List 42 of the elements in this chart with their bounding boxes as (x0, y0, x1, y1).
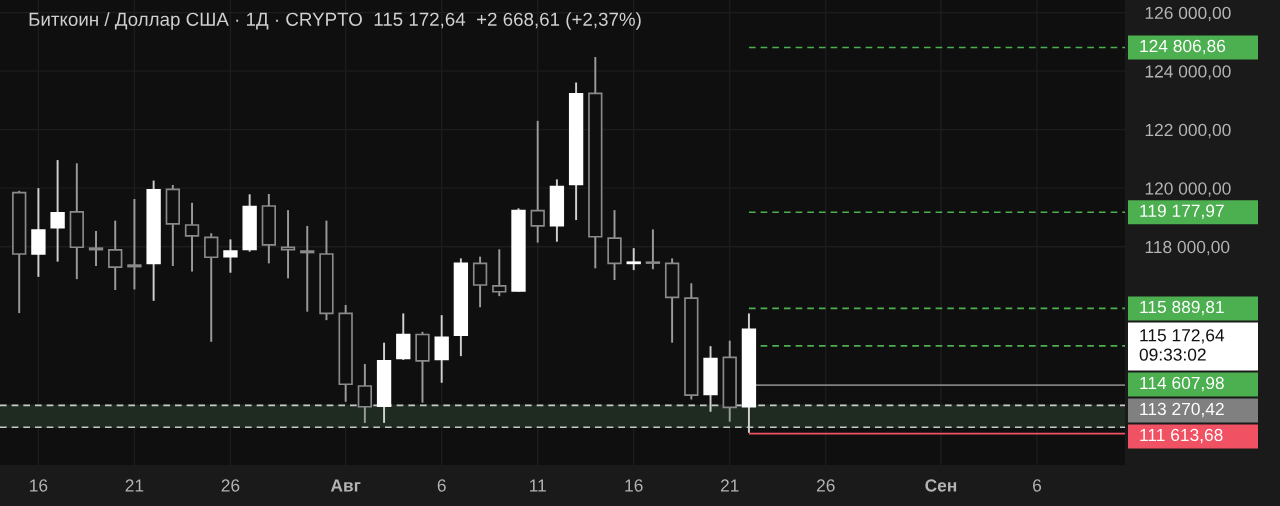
ref-line-label: 113 270,42 (1140, 402, 1224, 418)
candlestick (204, 232, 219, 343)
x-tick-label: Сен (925, 479, 957, 492)
text: Биткоин / Доллар США · 1Д · CRYPTO 115 172,64 +2 668,61 (+2,37%) (29, 12, 641, 30)
candlestick (530, 119, 545, 244)
candlestick (645, 228, 661, 271)
x-tick-label: 16 (30, 479, 48, 492)
candlestick (127, 198, 142, 291)
candlestick (280, 209, 296, 280)
text: 115 172,64 09:33:02 (1139, 329, 1225, 361)
candlestick (626, 247, 641, 272)
ref-line-label: 124 806,86 (1140, 39, 1226, 55)
candlestick (50, 159, 65, 263)
ref-line-label: 119 177,97 (1140, 204, 1224, 219)
x-tick-label: 26 (221, 479, 240, 492)
ref-line-label: 111 613,68 (1140, 428, 1223, 444)
ref-line-label: 114 607,98 (1140, 376, 1224, 392)
candlestick (492, 248, 507, 298)
candlestick (434, 314, 449, 384)
x-tick-label: 6 (437, 479, 446, 492)
x-tick-label: 21 (125, 479, 144, 492)
candlestick (31, 187, 46, 278)
y-tick-label: 120 000,00 (1145, 182, 1231, 197)
x-tick-label: 16 (625, 479, 643, 492)
x-tick-label: 11 (530, 479, 546, 492)
candlestick (184, 201, 200, 273)
y-tick-label: 118 000,00 (1145, 240, 1230, 256)
x-tick-label: 21 (720, 479, 739, 492)
x-tick-label: 26 (816, 479, 835, 492)
candlestick (396, 312, 411, 361)
x-tick-label: 6 (1033, 479, 1042, 492)
candlestick (88, 229, 104, 267)
x-tick-label: Авг (330, 479, 361, 492)
candlestick (223, 238, 238, 274)
candlestick (357, 363, 373, 424)
candlestick (472, 255, 488, 309)
candlestick (300, 224, 315, 313)
ref-line-label: 115 889,81 (1140, 300, 1224, 316)
y-tick-label: 122 000,00 (1145, 123, 1231, 139)
candlestick (108, 219, 123, 291)
y-tick-label: 126 000,00 (1145, 6, 1231, 22)
y-tick-label: 124 000,00 (1145, 65, 1231, 80)
